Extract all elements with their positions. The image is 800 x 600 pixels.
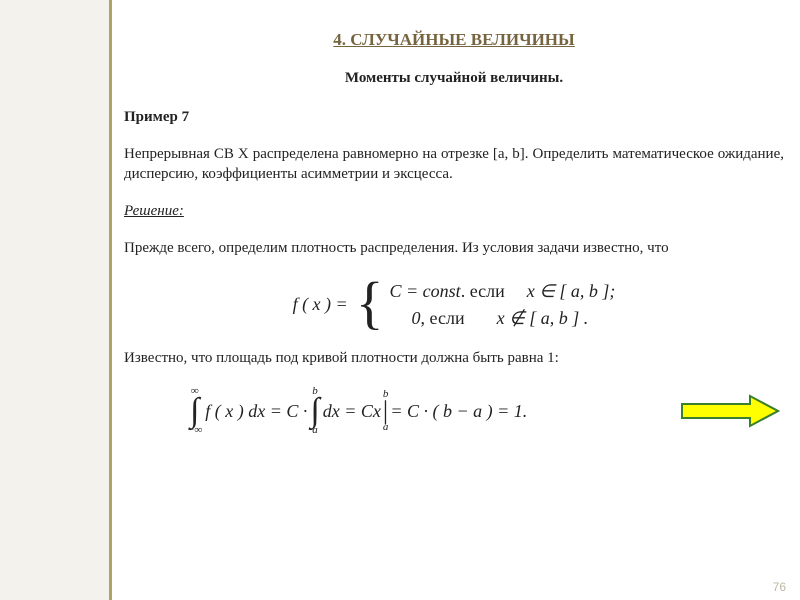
- pw-c2-value: 0: [412, 308, 421, 329]
- eval-lower: a: [383, 422, 389, 433]
- int2-body: dx = Cx: [323, 401, 381, 422]
- int1-lower: −∞: [187, 425, 202, 436]
- eval-bar: b | a: [383, 389, 389, 433]
- slide-title: 4. СЛУЧАЙНЫЕ ВЕЛИЧИНЫ: [124, 30, 784, 50]
- slide-subtitle: Моменты случайной величины.: [124, 70, 784, 87]
- slide-content: 4. СЛУЧАЙНЫЕ ВЕЛИЧИНЫ Моменты случайной …: [112, 0, 800, 600]
- pw-c2-word: , если: [421, 308, 465, 329]
- integral-row: ∞ ∫ −∞ f ( x ) dx = C · b ∫ a dx = Cx b …: [124, 386, 784, 436]
- pw-c1-word: . если: [461, 281, 505, 302]
- after-piecewise: Известно, что площадь под кривой плотнос…: [124, 348, 784, 368]
- pw-c1-value: C = const: [390, 281, 461, 302]
- left-gutter: [0, 0, 112, 600]
- integral-1: ∞ ∫ −∞: [187, 386, 202, 436]
- slide-page: 4. СЛУЧАЙНЫЕ ВЕЛИЧИНЫ Моменты случайной …: [0, 0, 800, 600]
- int-tail: = C · ( b − a ) = 1.: [390, 401, 527, 422]
- left-brace: {: [356, 274, 384, 332]
- int1-body: f ( x ) dx = C ·: [205, 401, 307, 422]
- pw-c1-cond: x ∈ [ a, b ];: [527, 281, 616, 302]
- piecewise-equation: f ( x ) = { C = const . если x ∈ [ a, b …: [124, 276, 784, 334]
- integral-equation: ∞ ∫ −∞ f ( x ) dx = C · b ∫ a dx = Cx b …: [184, 386, 527, 436]
- problem-statement: Непрерывная СВ X распределена равномерно…: [124, 144, 784, 185]
- pw-case-2: 0 , если x ∉ [ a, b ] .: [390, 308, 616, 329]
- callout-arrow: [680, 394, 780, 428]
- solution-label: Решение:: [124, 203, 784, 220]
- integral-2: b ∫ a: [310, 386, 319, 436]
- pw-lhs: f ( x ) =: [293, 294, 348, 315]
- arrow-icon: [680, 394, 780, 428]
- solution-leadin: Прежде всего, определим плотность распре…: [124, 238, 784, 258]
- pw-case-1: C = const . если x ∈ [ a, b ];: [390, 281, 616, 302]
- pw-cases: C = const . если x ∈ [ a, b ]; 0 , если …: [390, 281, 616, 329]
- example-label: Пример 7: [124, 109, 784, 126]
- pw-c2-cond: x ∉ [ a, b ] .: [497, 308, 589, 329]
- page-number: 76: [773, 580, 786, 594]
- int2-lower: a: [312, 425, 318, 436]
